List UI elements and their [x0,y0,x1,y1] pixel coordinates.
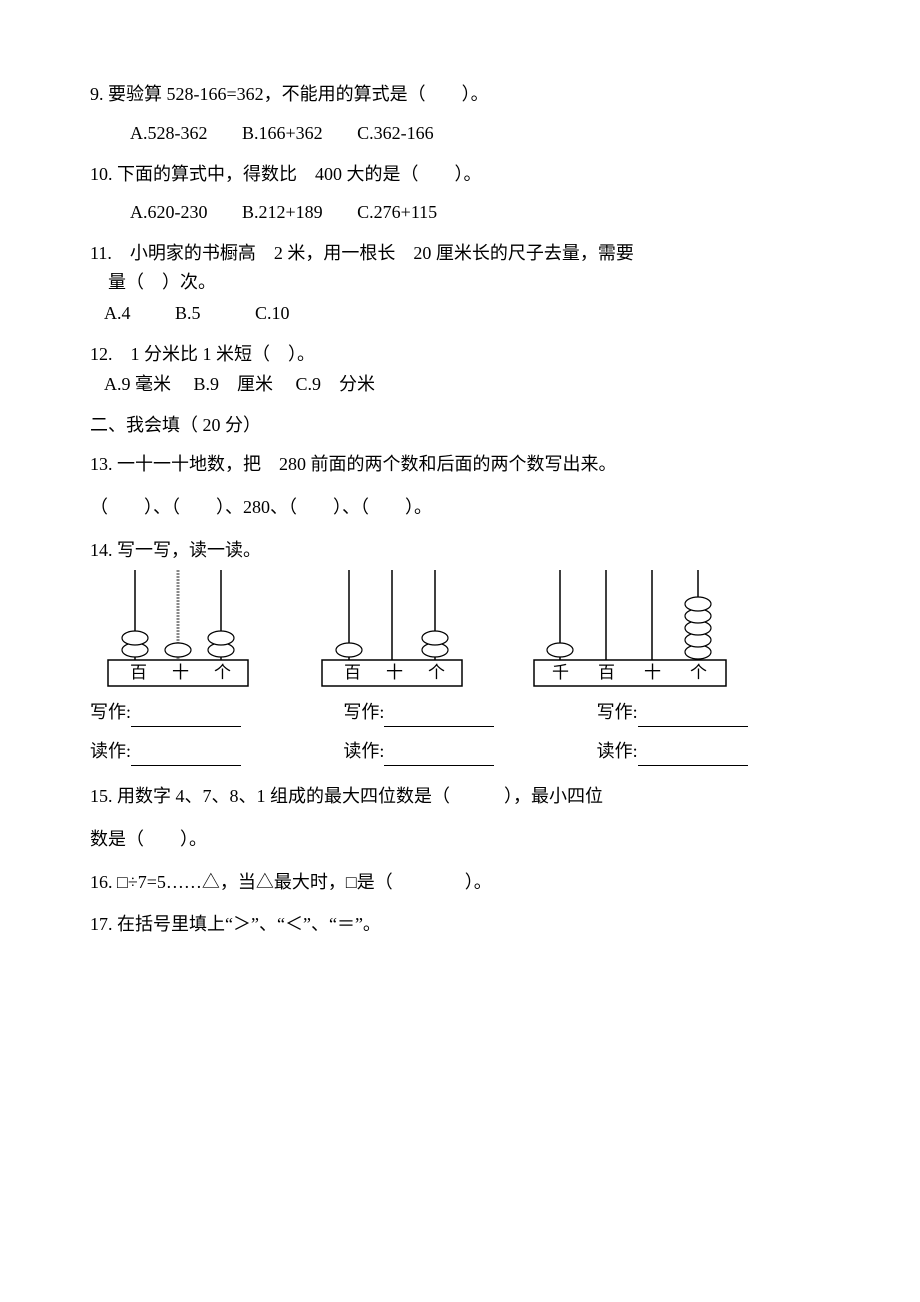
read-row: 读作: 读作: 读作: [90,737,830,766]
svg-text:十: 十 [386,663,403,682]
question-15-line1: 15. 用数字 4、7、8、1 组成的最大四位数是（ ），最小四位 [90,786,603,806]
question-12: 12. 1 分米比 1 米短（ ）。 [90,340,830,369]
write-blank-3 [638,708,748,727]
abacus-1-label-bai: 百 [130,663,147,682]
write-blank-2 [384,708,494,727]
question-14-text: 14. 写一写，读一读。 [90,540,261,560]
question-14-title: 14. 写一写，读一读。 [90,536,830,565]
question-13-line2-wrap: （ ）、（ ）、280、（ ）、（ ）。 [90,493,830,522]
read-1: 读作: [90,737,323,766]
write-label-1: 写作: [90,702,131,722]
question-10: 10. 下面的算式中，得数比 400 大的是（ ）。 [90,160,830,189]
q12-opt-a: A.9 毫米 [104,370,171,399]
read-blank-3 [638,747,748,766]
svg-text:千: 千 [552,663,569,682]
q9-opt-b: B.166+362 [242,119,323,148]
abacus-3: 千 百 十 个 [518,570,748,690]
question-15-line2-wrap: 数是（ ）。 [90,825,830,854]
question-11-line2-wrap: 量（ ）次。 [90,268,830,297]
question-11: 11. 小明家的书橱高 2 米，用一根长 20 厘米长的尺子去量，需要 [90,239,830,268]
question-9-options: A.528-362 B.166+362 C.362-166 [130,119,830,148]
write-row: 写作: 写作: 写作: [90,698,830,727]
abacus-1-label-ge: 个 [214,663,231,682]
write-label-2: 写作: [343,702,384,722]
question-16-text: 16. □÷7=5……△，当△最大时，□是（ ）。 [90,872,492,892]
q10-opt-a: A.620-230 [130,198,208,227]
q11-opt-b: B.5 [175,299,201,328]
svg-text:十: 十 [644,663,661,682]
write-3: 写作: [597,698,830,727]
svg-text:个: 个 [428,663,445,682]
write-1: 写作: [90,698,323,727]
question-13-line1: 13. 一十一十地数，把 280 前面的两个数和后面的两个数写出来。 [90,454,617,474]
question-9: 9. 要验算 528-166=362，不能用的算式是（ ）。 [90,80,830,109]
read-label-2: 读作: [343,741,384,761]
question-13: 13. 一十一十地数，把 280 前面的两个数和后面的两个数写出来。 [90,450,830,479]
question-12-options: A.9 毫米 B.9 厘米 C.9 分米 [104,370,830,399]
abacus-1-label-shi: 十 [172,663,189,682]
read-blank-1 [131,747,241,766]
read-blank-2 [384,747,494,766]
abacus-2: 百 十 个 [294,570,494,690]
question-11-line1: 11. 小明家的书橱高 2 米，用一根长 20 厘米长的尺子去量，需要 [90,243,634,263]
abacus-1: 百 十 个 [90,570,270,690]
question-10-text: 10. 下面的算式中，得数比 400 大的是（ ）。 [90,164,482,184]
write-2: 写作: [343,698,576,727]
svg-text:百: 百 [598,663,615,682]
question-11-options: A.4 B.5 C.10 [104,299,830,328]
question-10-options: A.620-230 B.212+189 C.276+115 [130,198,830,227]
question-13-line2: （ ）、（ ）、280、（ ）、（ ）。 [90,497,432,517]
q10-opt-c: C.276+115 [357,198,437,227]
q12-opt-c: C.9 分米 [296,370,376,399]
question-15-line2: 数是（ ）。 [90,829,207,849]
q9-opt-c: C.362-166 [357,119,434,148]
svg-text:个: 个 [690,663,707,682]
question-12-text: 12. 1 分米比 1 米短（ ）。 [90,344,315,364]
q10-opt-b: B.212+189 [242,198,323,227]
write-blank-1 [131,708,241,727]
write-label-3: 写作: [597,702,638,722]
abacus-row: 百 十 个 百 十 个 [90,570,830,690]
question-11-line2: 量（ ）次。 [90,272,216,292]
q12-opt-b: B.9 厘米 [194,370,274,399]
read-2: 读作: [343,737,576,766]
read-label-1: 读作: [90,741,131,761]
q11-opt-a: A.4 [104,299,131,328]
question-17-text: 17. 在括号里填上“＞”、“＜”、“＝”。 [90,914,381,934]
abacus-3-svg: 千 百 十 个 [518,570,748,690]
read-3: 读作: [597,737,830,766]
section-2-header: 二、我会填（ 20 分） [90,411,830,440]
read-label-3: 读作: [597,741,638,761]
abacus-2-svg: 百 十 个 [294,570,494,690]
q11-opt-c: C.10 [255,299,290,328]
section-2-text: 二、我会填（ 20 分） [90,415,261,435]
question-17: 17. 在括号里填上“＞”、“＜”、“＝”。 [90,910,830,939]
question-15-line1-wrap: 15. 用数字 4、7、8、1 组成的最大四位数是（ ），最小四位 [90,782,830,811]
svg-text:百: 百 [344,663,361,682]
question-16: 16. □÷7=5……△，当△最大时，□是（ ）。 [90,868,830,897]
q9-opt-a: A.528-362 [130,119,208,148]
abacus-1-svg: 百 十 个 [90,570,270,690]
question-9-text: 9. 要验算 528-166=362，不能用的算式是（ ）。 [90,84,489,104]
